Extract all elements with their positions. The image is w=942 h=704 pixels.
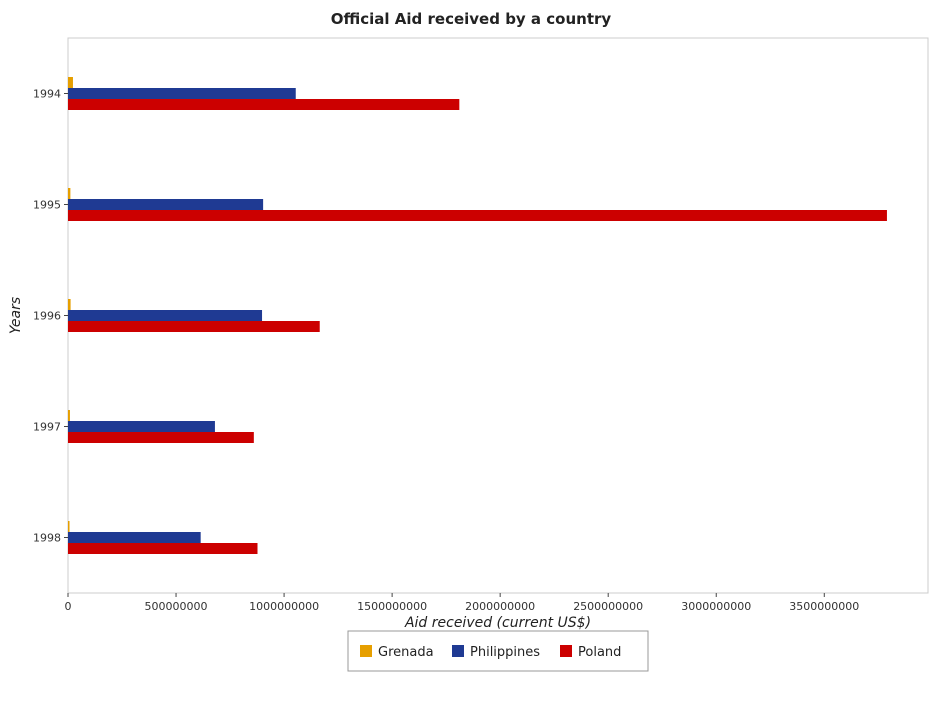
bar-poland-1998 [68, 543, 258, 554]
x-tick-label-2: 1000000000 [249, 600, 319, 613]
bar-philippines-1997 [68, 421, 215, 432]
y-tick-label-1995: 1995 [33, 199, 61, 212]
x-axis-label: Aid received (current US$) [404, 615, 591, 631]
bar-philippines-1998 [68, 532, 201, 543]
legend-box [347, 630, 649, 672]
legend-swatch-poland [560, 645, 572, 657]
bar-poland-1995 [68, 210, 887, 221]
x-tick-label-7: 3500000000 [789, 600, 859, 613]
x-tick-label-0: 0 [65, 600, 72, 613]
x-tick-label-5: 2500000000 [573, 600, 643, 613]
legend-label-grenada: Grenada [378, 645, 434, 660]
bar-grenada-1994 [68, 77, 73, 88]
legend-label-philippines: Philippines [470, 645, 540, 660]
bar-poland-1994 [68, 99, 460, 110]
y-axis-label: Years [8, 297, 24, 334]
bars-group [68, 77, 887, 554]
bar-grenada-1998 [68, 521, 70, 532]
chart-title: Official Aid received by a country [331, 10, 612, 28]
y-tick-label-1997: 1997 [33, 421, 61, 434]
y-tick-label-1996: 1996 [33, 310, 61, 323]
bar-philippines-1994 [68, 88, 296, 99]
x-tick-label-1: 500000000 [145, 600, 208, 613]
bar-poland-1996 [68, 321, 320, 332]
bar-philippines-1996 [68, 310, 263, 321]
bar-grenada-1997 [68, 410, 70, 421]
y-tick-label-1994: 1994 [33, 88, 61, 101]
x-axis-ticks: 0 500000000 1000000000 1500000000 2000000000… [65, 593, 859, 613]
x-tick-label-6: 3000000000 [681, 600, 751, 613]
x-tick-label-3: 1500000000 [357, 600, 427, 613]
bar-grenada-1996 [68, 299, 71, 310]
y-tick-label-1998: 1998 [33, 532, 61, 545]
bar-philippines-1995 [68, 199, 264, 210]
y-axis-ticks: 1994 1995 1996 1997 1998 [33, 88, 68, 545]
legend: Grenada Philippines Poland [347, 630, 649, 672]
bar-grenada-1995 [68, 188, 71, 199]
x-tick-label-4: 2000000000 [465, 600, 535, 613]
legend-label-poland: Poland [578, 645, 621, 660]
bar-poland-1997 [68, 432, 254, 443]
legend-swatch-grenada [360, 645, 372, 657]
legend-swatch-philippines [452, 645, 464, 657]
